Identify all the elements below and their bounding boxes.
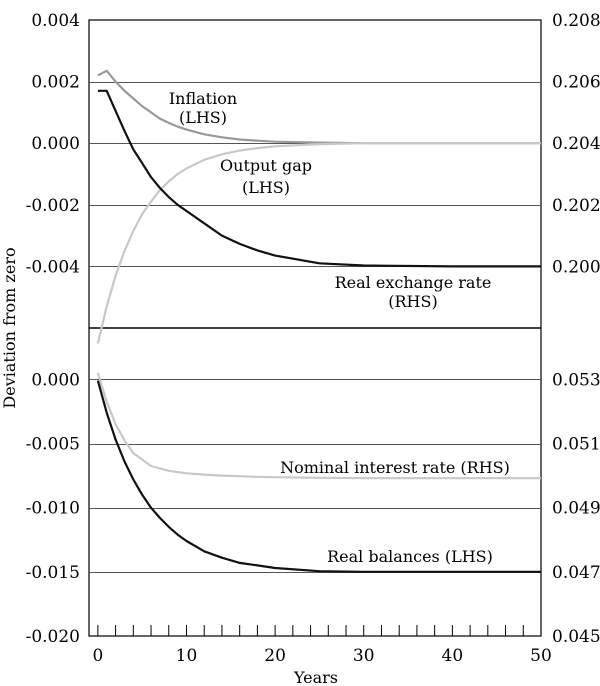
tick-labels: 0 10 20 30 40 50 -0.004 -0.002 0.000 0.002 0.004 0.… [26, 11, 600, 666]
right-tick-label: 0.051 [552, 435, 600, 455]
series-line-nominal-interest-rate [96, 372, 541, 480]
gridlines [89, 82, 541, 573]
x-tick-label: 20 [264, 646, 286, 666]
y-axis-title: Deviation from zero [0, 247, 19, 408]
left-tick-label: 0.002 [31, 73, 80, 93]
series-line-real-exchange-rate [97, 89, 541, 268]
series-sublabel: (RHS) [388, 292, 437, 311]
x-tick-label: 10 [176, 646, 198, 666]
plot-frame [88, 19, 542, 637]
left-tick-label: 0.000 [31, 370, 80, 390]
series-line-inflation [97, 69, 541, 145]
left-tick-label: -0.005 [26, 435, 80, 455]
right-tick-label: 0.202 [552, 196, 600, 216]
series-line-real-balances [96, 380, 541, 573]
x-axis-title: Years [293, 668, 338, 686]
series-label: Nominal interest rate (RHS) [280, 458, 510, 477]
right-tick-label: 0.206 [552, 73, 600, 93]
series-sublabel: (LHS) [179, 108, 227, 127]
series-line-output-gap [96, 142, 541, 344]
left-tick-label: -0.020 [26, 627, 80, 647]
right-tick-label: 0.047 [552, 563, 600, 583]
left-tick-label: 0.004 [31, 11, 80, 31]
left-tick-label: -0.002 [26, 196, 80, 216]
series-lines [96, 69, 541, 573]
series-annotations: Inflation(LHS)Output gap(LHS)Real exchan… [169, 89, 510, 566]
right-tick-label: 0.049 [552, 499, 600, 519]
right-tick-label: 0.200 [552, 257, 600, 277]
series-label: Real exchange rate [335, 273, 492, 292]
left-tick-label: -0.015 [26, 563, 80, 583]
x-tick-label: 30 [353, 646, 375, 666]
x-tick-label: 50 [530, 646, 552, 666]
x-tick-label: 0 [92, 646, 103, 666]
right-tick-label: 0.045 [552, 627, 600, 647]
right-tick-label: 0.208 [552, 11, 600, 31]
series-label: Inflation [169, 89, 237, 108]
right-tick-label: 0.053 [552, 370, 600, 390]
left-tick-label: -0.010 [26, 499, 80, 519]
left-tick-label: 0.000 [31, 134, 80, 154]
right-tick-label: 0.204 [552, 134, 600, 154]
x-tick-label: 40 [442, 646, 464, 666]
series-sublabel: (LHS) [242, 178, 290, 197]
series-label: Output gap [220, 156, 312, 175]
series-label: Real balances (LHS) [327, 547, 493, 566]
left-tick-label: -0.004 [26, 257, 80, 277]
